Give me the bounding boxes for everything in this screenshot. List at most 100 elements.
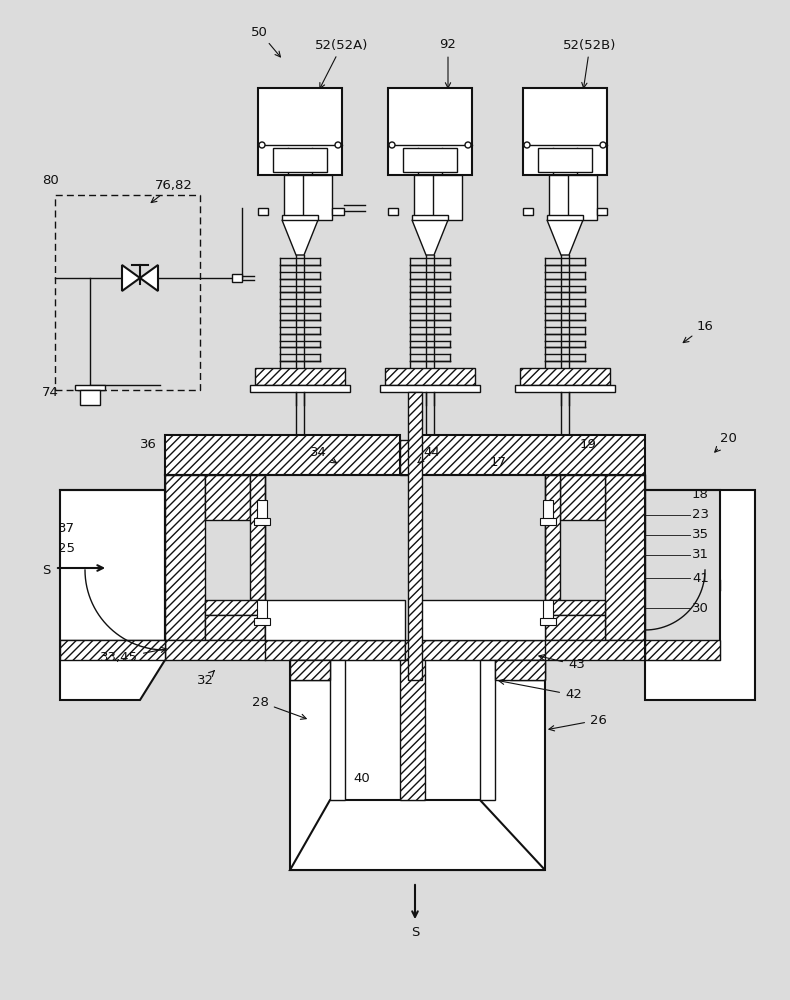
Bar [560, 475, 605, 520]
Text: 23: 23 [692, 508, 709, 522]
Polygon shape [122, 265, 140, 291]
Text: 52(52A): 52(52A) [315, 38, 369, 88]
Text: 20: 20 [715, 432, 737, 452]
Text: 18: 18 [692, 488, 709, 502]
Bar [420, 435, 645, 475]
Text: 26: 26 [549, 714, 607, 731]
Text: 41: 41 [692, 572, 709, 584]
Bar [258, 88, 342, 175]
Text: 92: 92 [439, 38, 457, 88]
Bar [255, 368, 345, 385]
Text: 31: 31 [692, 548, 709, 562]
Bar [273, 148, 327, 172]
Text: 33,45: 33,45 [100, 647, 166, 664]
Bar [545, 475, 560, 600]
Text: 32: 32 [197, 671, 214, 686]
Polygon shape [412, 215, 448, 220]
Circle shape [600, 142, 606, 148]
Bar [388, 88, 472, 175]
Bar [205, 600, 265, 615]
Bar [538, 148, 592, 172]
Bar [80, 390, 100, 405]
Bar [265, 600, 405, 640]
Bar [165, 475, 205, 640]
Bar [408, 392, 422, 680]
Bar [257, 500, 267, 520]
Text: 40: 40 [354, 772, 371, 784]
Text: 34: 34 [310, 446, 337, 463]
Bar [205, 475, 250, 520]
Bar [290, 660, 330, 680]
Polygon shape [140, 265, 158, 291]
Bar [290, 660, 330, 680]
Text: 16: 16 [683, 320, 714, 343]
Bar [250, 475, 265, 600]
Bar [540, 618, 556, 625]
Bar [400, 660, 425, 800]
Text: 37: 37 [58, 522, 75, 534]
Bar [540, 518, 556, 525]
Bar [284, 175, 313, 220]
Text: 19: 19 [580, 438, 597, 452]
Text: 52(52B): 52(52B) [563, 38, 617, 88]
Text: 44: 44 [418, 446, 440, 463]
Bar [433, 175, 462, 220]
Bar [543, 600, 553, 620]
Bar [232, 274, 242, 282]
Polygon shape [290, 800, 545, 870]
Text: 74: 74 [42, 386, 59, 399]
Polygon shape [547, 220, 583, 255]
Bar [543, 500, 553, 520]
Bar [549, 175, 578, 220]
Polygon shape [282, 215, 318, 220]
Text: 42: 42 [499, 679, 582, 702]
Text: S: S [411, 926, 419, 938]
Bar [403, 148, 457, 172]
Bar [385, 368, 475, 385]
Polygon shape [645, 490, 755, 700]
Text: 43: 43 [539, 655, 585, 672]
Circle shape [259, 142, 265, 148]
Bar [254, 618, 270, 625]
Circle shape [465, 142, 471, 148]
Bar [420, 600, 545, 640]
Bar [545, 600, 605, 615]
Bar [568, 175, 597, 220]
Bar [523, 208, 533, 215]
Text: 50: 50 [251, 25, 280, 57]
Bar [257, 600, 267, 620]
Polygon shape [282, 220, 318, 255]
Bar [540, 615, 605, 640]
Bar [645, 640, 720, 660]
Bar [523, 88, 607, 175]
Bar [303, 175, 332, 220]
Bar [165, 435, 400, 475]
Bar [258, 208, 268, 215]
Bar [205, 615, 265, 640]
Bar [597, 208, 607, 215]
Bar [75, 385, 105, 390]
Text: 17: 17 [490, 456, 507, 468]
Bar [405, 640, 645, 660]
Bar [495, 660, 545, 680]
Bar [480, 660, 495, 800]
Bar [388, 208, 398, 215]
Bar [400, 440, 420, 475]
Text: 25: 25 [58, 542, 75, 554]
Polygon shape [412, 220, 448, 255]
Bar [330, 660, 345, 800]
Bar [60, 640, 165, 660]
Circle shape [524, 142, 530, 148]
Bar [55, 195, 200, 390]
Polygon shape [547, 215, 583, 220]
Circle shape [389, 142, 395, 148]
Bar [165, 640, 405, 660]
Bar [605, 475, 645, 640]
Bar [515, 385, 615, 392]
Polygon shape [60, 490, 165, 700]
Bar [332, 208, 344, 215]
Circle shape [335, 142, 341, 148]
Bar [254, 518, 270, 525]
Text: 80: 80 [42, 174, 58, 186]
Bar [414, 175, 443, 220]
